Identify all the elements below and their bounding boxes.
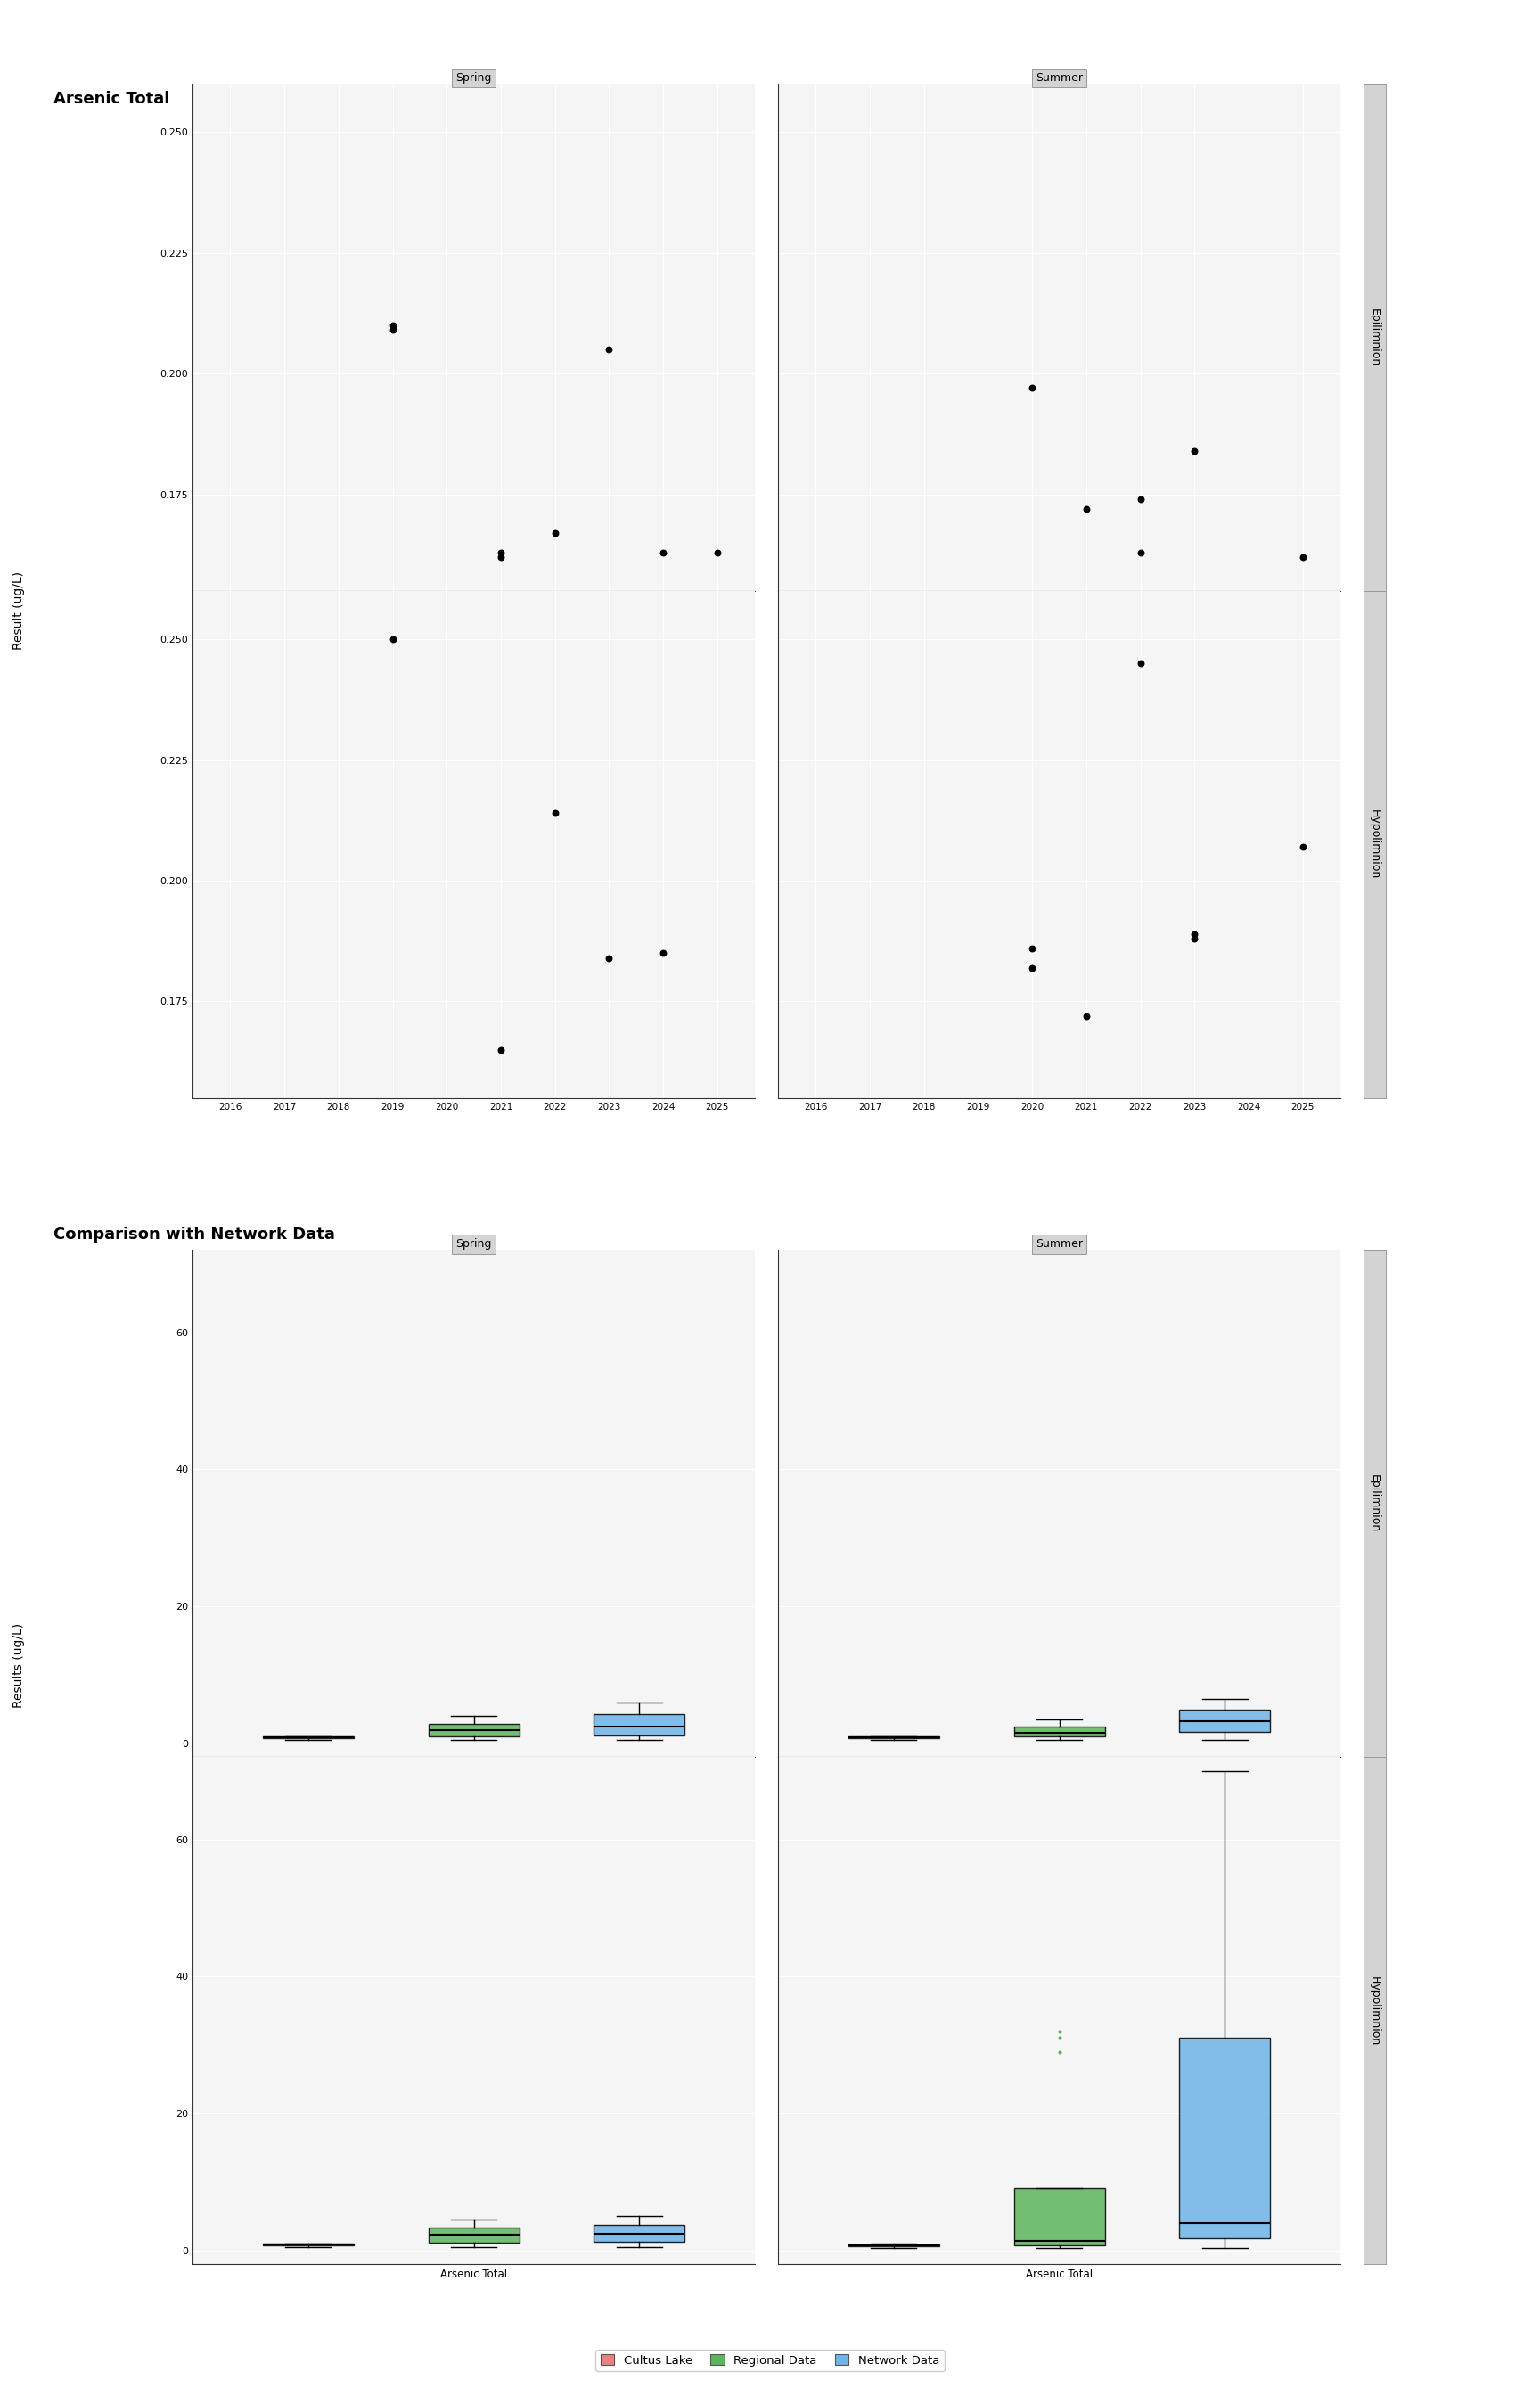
Point [1291,827,1315,865]
Point [488,539,513,577]
Title: Spring: Spring [456,1239,491,1251]
Title: Spring: Spring [456,72,491,84]
Text: Arsenic Total: Arsenic Total [54,91,169,108]
Point [1129,534,1153,573]
Text: Comparison with Network Data: Comparison with Network Data [54,1227,336,1244]
Point [1129,479,1153,518]
PathPatch shape [1013,2188,1104,2245]
Text: Hypolimnion: Hypolimnion [1369,810,1380,879]
Point [380,307,405,345]
PathPatch shape [594,1713,685,1737]
Point [1019,369,1044,407]
Point [1073,489,1098,527]
Point [488,1030,513,1069]
PathPatch shape [1180,1711,1271,1732]
Point [1129,645,1153,683]
Point [542,793,567,831]
Point [1073,997,1098,1035]
Point [596,939,621,978]
Text: Hypolimnion: Hypolimnion [1369,1977,1380,2046]
Point [651,534,676,573]
Point [1019,930,1044,968]
Legend: Cultus Lake, Regional Data, Network Data: Cultus Lake, Regional Data, Network Data [596,2350,944,2372]
Title: Summer: Summer [1036,72,1083,84]
Point [488,534,513,573]
Point [705,534,730,573]
Point [1183,920,1207,958]
Point [1183,431,1207,470]
Text: Result (ug/L): Result (ug/L) [12,573,25,649]
Point [380,311,405,350]
Point [542,513,567,551]
Point [651,934,676,973]
Point [1183,915,1207,954]
PathPatch shape [1013,1728,1104,1737]
PathPatch shape [594,2226,685,2243]
Text: Epilimnion: Epilimnion [1369,309,1380,367]
Title: Summer: Summer [1036,1239,1083,1251]
Text: Epilimnion: Epilimnion [1369,1474,1380,1533]
Point [1291,539,1315,577]
PathPatch shape [1180,2039,1271,2238]
PathPatch shape [849,2245,939,2247]
Point [596,331,621,369]
Point [1019,949,1044,987]
Text: Results (ug/L): Results (ug/L) [12,1622,25,1708]
PathPatch shape [428,2228,519,2243]
PathPatch shape [428,1723,519,1737]
Point [380,621,405,659]
